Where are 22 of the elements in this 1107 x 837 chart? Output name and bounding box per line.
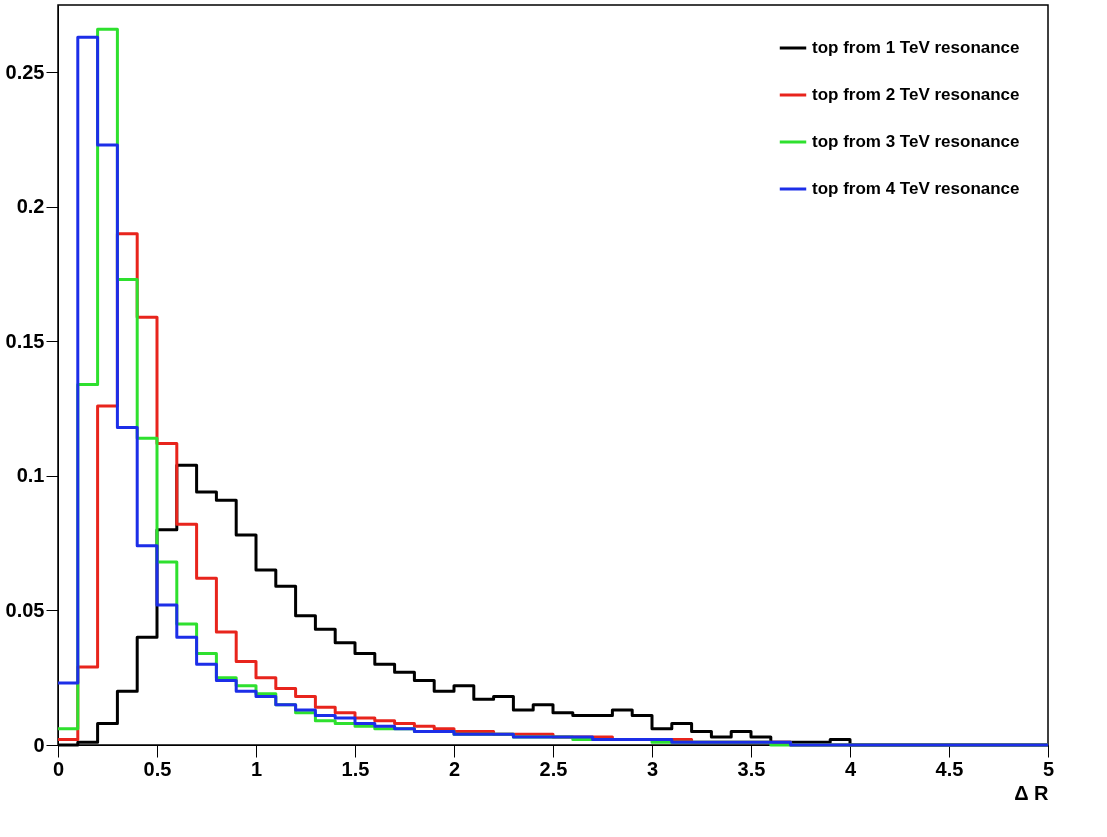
x-tick-label: 0 [52,757,65,780]
y-tick-label: 0.25 [5,60,45,83]
x-tick-label: 3.5 [737,757,766,780]
x-tick-label: 2 [448,757,461,780]
legend-label: top from 4 TeV resonance [812,179,1020,198]
y-tick-label: 0 [33,733,45,756]
x-tick-label: 4 [844,757,857,780]
x-tick-label: 2.5 [539,757,568,780]
legend-label: top from 3 TeV resonance [812,132,1020,151]
x-axis-title: Δ R [1014,781,1050,804]
y-tick-label: 0.2 [16,195,45,218]
x-tick-label: 3 [646,757,659,780]
x-tick-label: 0.5 [143,757,172,780]
x-tick-label: 4.5 [935,757,964,780]
y-tick-label: 0.1 [16,464,45,487]
x-tick-label: 1.5 [341,757,370,780]
y-tick-label: 0.05 [5,598,45,621]
y-tick-label: 0.15 [5,329,45,352]
legend-label: top from 1 TeV resonance [812,38,1020,57]
x-tick-label: 1 [250,757,263,780]
x-tick-label: 5 [1042,757,1055,780]
legend-label: top from 2 TeV resonance [812,85,1020,104]
